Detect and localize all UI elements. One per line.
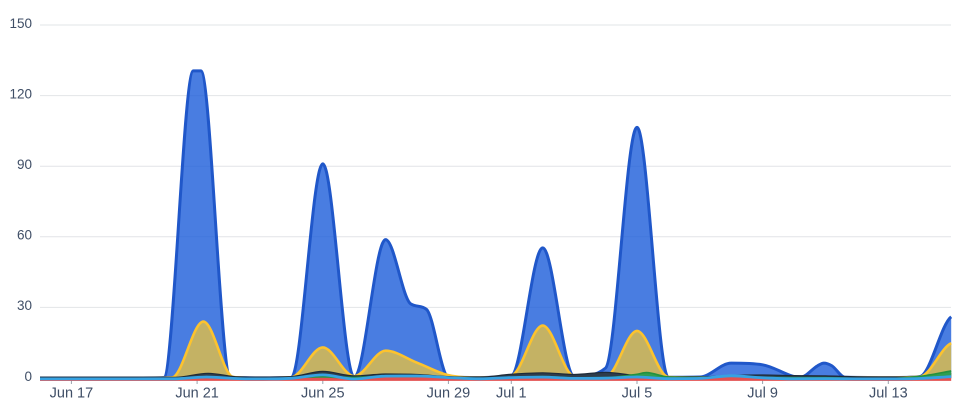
svg-text:120: 120: [9, 86, 32, 101]
svg-text:Jun 21: Jun 21: [175, 386, 219, 402]
svg-text:0: 0: [24, 369, 32, 384]
svg-text:Jul 9: Jul 9: [747, 386, 778, 402]
svg-text:Jun 29: Jun 29: [427, 386, 471, 402]
svg-text:30: 30: [17, 298, 32, 313]
svg-text:Jul 1: Jul 1: [496, 386, 527, 402]
svg-text:60: 60: [17, 228, 32, 243]
svg-text:90: 90: [17, 157, 32, 172]
svg-text:Jun 17: Jun 17: [50, 386, 94, 402]
svg-text:Jul 13: Jul 13: [869, 386, 908, 402]
svg-text:Jun 25: Jun 25: [301, 386, 345, 402]
svg-text:150: 150: [9, 16, 32, 31]
svg-text:Jul 5: Jul 5: [622, 386, 653, 402]
